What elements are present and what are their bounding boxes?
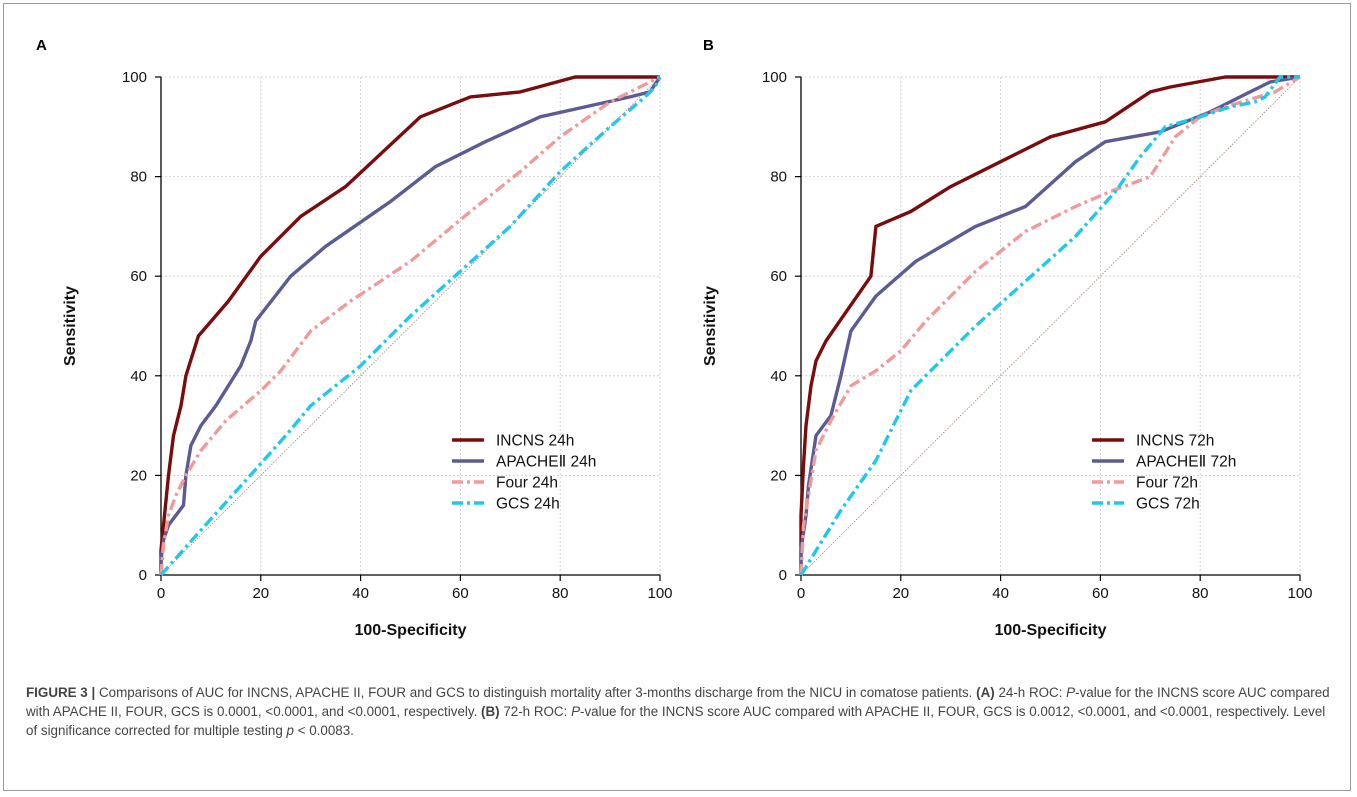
x-tick-label: 20: [252, 585, 269, 602]
x-tick-label: 60: [452, 585, 469, 602]
x-tick-label: 0: [157, 585, 165, 602]
roc-figure: A 0 20 40 60 80 100 0 20 40 60 80 100 100-Specificity…: [36, 37, 1313, 639]
series-line: [159, 76, 662, 575]
reference-diagonal: [800, 76, 1301, 576]
panel-b: B 0 20 40 60 80 100 0 20 40 60 80 100 100-Specificity…: [702, 37, 1313, 639]
x-tick-label: 80: [1192, 585, 1209, 602]
caption-a-text-2: -value for the INCNS score AUC compared …: [26, 685, 1330, 719]
legend-label: INCNS 72h: [1136, 433, 1214, 450]
reference-diagonal: [160, 76, 661, 576]
x-tick-label: 80: [552, 585, 569, 602]
legend-label: APACHEⅡ 72h: [1136, 454, 1236, 471]
caption-b-p: P: [571, 704, 580, 719]
series-line: [159, 75, 661, 576]
caption-a-text-1: 24-h ROC:: [994, 685, 1067, 700]
x-tick-label: 60: [1092, 585, 1109, 602]
y-tick-label: 80: [130, 169, 147, 186]
caption-intro: Comparisons of AUC for INCNS, APACHE II,…: [95, 685, 977, 700]
legend-label: INCNS 24h: [496, 433, 574, 450]
panel-letter: B: [703, 37, 714, 54]
y-tick-label: 40: [770, 368, 787, 385]
y-tick-label: 60: [770, 268, 787, 285]
series-line: [799, 75, 1300, 575]
y-tick-label: 20: [130, 467, 147, 484]
series-line: [159, 75, 660, 575]
x-tick-label: 100: [647, 585, 672, 602]
caption-final-text: < 0.0083.: [293, 723, 354, 738]
legend-label: Four 72h: [1136, 475, 1198, 492]
figure-caption: FIGURE 3 | Comparisons of AUC for INCNS,…: [26, 683, 1336, 740]
caption-b-text-1: 72-h ROC:: [499, 704, 572, 719]
x-axis-label: 100-Specificity: [354, 622, 466, 639]
x-tick-label: 100: [1287, 585, 1312, 602]
y-tick-label: 40: [130, 368, 147, 385]
x-tick-label: 40: [352, 585, 369, 602]
caption-a-p: P: [1066, 685, 1076, 700]
caption-figure-label: FIGURE 3 |: [26, 685, 96, 700]
series-line: [159, 76, 662, 577]
caption-a-label: (A): [976, 685, 995, 700]
x-tick-label: 0: [797, 585, 805, 602]
y-axis-label: Sensitivity: [702, 286, 719, 366]
x-tick-label: 40: [992, 585, 1009, 602]
caption-b-text-2: -value for the INCNS score AUC compared …: [26, 704, 1326, 738]
y-tick-label: 20: [770, 467, 787, 484]
y-tick-label: 0: [139, 567, 147, 584]
caption-b-label: (B): [481, 704, 500, 719]
legend-label: Four 24h: [496, 475, 558, 492]
figure-frame: [3, 3, 1351, 791]
panel-a: A 0 20 40 60 80 100 0 20 40 60 80 100 100-Specificity…: [36, 37, 673, 639]
y-tick-label: 100: [762, 69, 787, 86]
y-axis-label: Sensitivity: [62, 286, 79, 366]
x-axis-label: 100-Specificity: [994, 622, 1106, 639]
legend-label: GCS 72h: [1136, 496, 1200, 513]
legend-label: APACHEⅡ 24h: [496, 454, 596, 471]
y-tick-label: 60: [130, 268, 147, 285]
legend-label: GCS 24h: [496, 496, 560, 513]
y-tick-label: 0: [779, 567, 787, 584]
caption-final-p: p: [286, 723, 294, 738]
x-tick-label: 20: [892, 585, 909, 602]
y-tick-label: 100: [122, 69, 147, 86]
series-line: [799, 75, 1300, 576]
panel-letter: A: [36, 37, 47, 54]
y-tick-label: 80: [770, 169, 787, 186]
